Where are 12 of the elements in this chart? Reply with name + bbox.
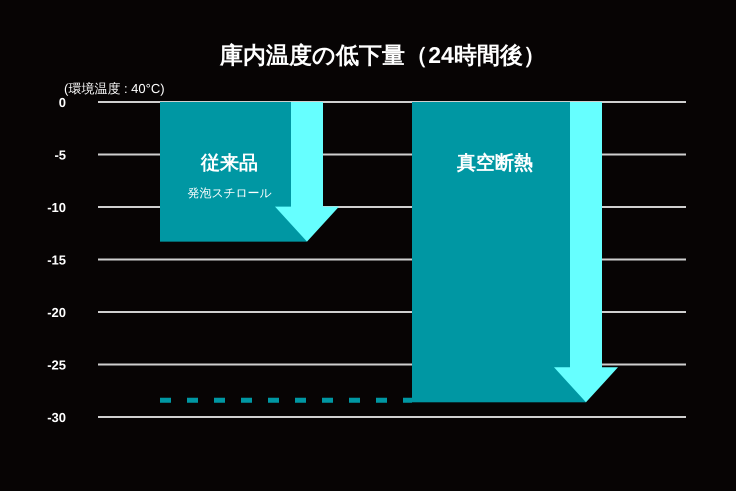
y-tick-label: -20 xyxy=(47,305,66,320)
y-tick-label: -10 xyxy=(47,200,66,215)
annotation: 発泡スチロール xyxy=(188,186,272,200)
title: 庫内温度の低下量（24時間後） xyxy=(220,42,546,68)
y-tick-label: 0 xyxy=(58,95,66,110)
y-tick-label: -5 xyxy=(54,148,66,162)
category: 従来品 xyxy=(201,153,258,174)
y-tick-label: -30 xyxy=(47,410,66,425)
y-tick-label: -25 xyxy=(47,358,66,372)
y-tick-label: -15 xyxy=(47,252,66,268)
subtitle: (環境温度 : 40°C) xyxy=(64,81,165,96)
category: 真空断熱 xyxy=(457,153,533,174)
